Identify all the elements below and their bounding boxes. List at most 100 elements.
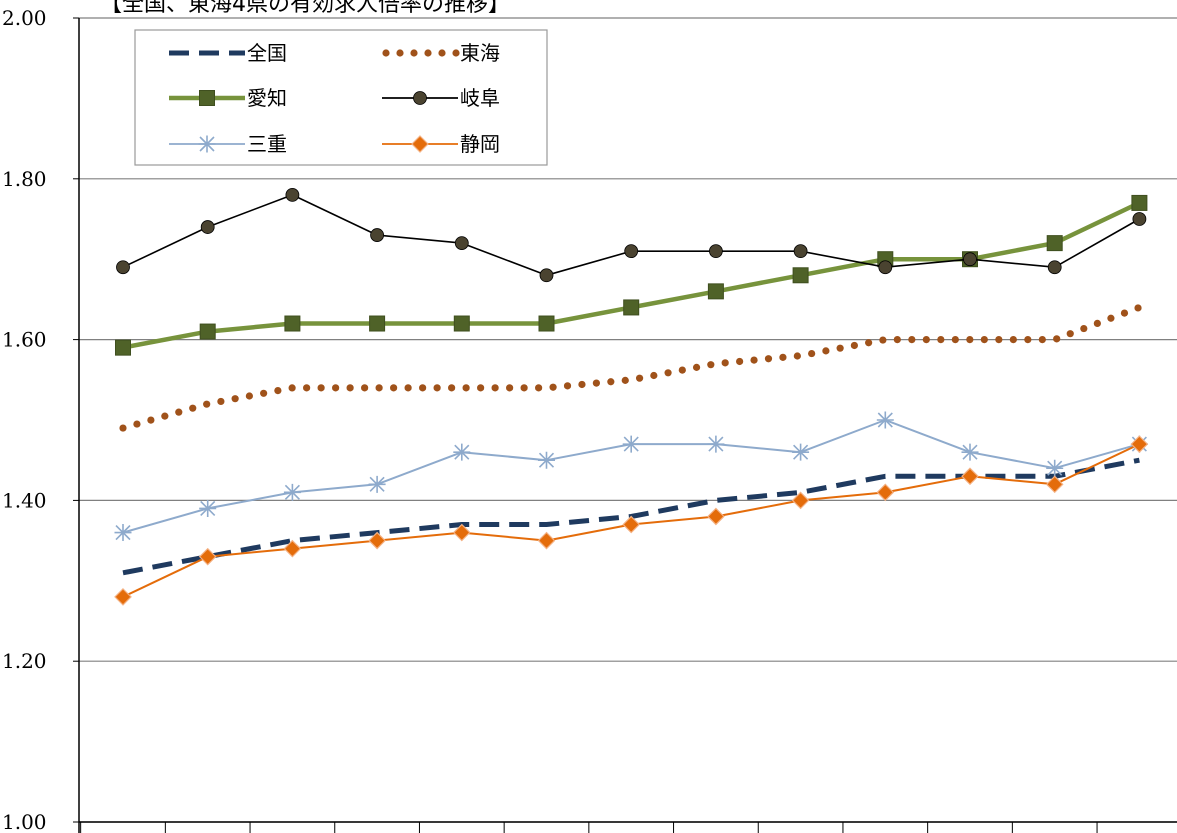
series-dot: [375, 384, 383, 392]
data-point: [791, 491, 810, 510]
series-dot: [203, 400, 211, 408]
series-line: [122, 200, 1141, 350]
data-point: [707, 507, 725, 526]
data-point: [368, 475, 386, 493]
data-point: [453, 315, 470, 332]
series-dot: [1053, 335, 1061, 343]
series-dot: [850, 341, 858, 350]
data-point: [199, 499, 217, 517]
data-point: [1046, 459, 1064, 477]
data-point: [453, 443, 471, 461]
series-dot: [462, 384, 470, 392]
series-東海: [119, 304, 1142, 432]
legend-label: 静岡: [460, 132, 500, 156]
series-dot: [1120, 309, 1129, 317]
series-dot: [736, 357, 744, 366]
data-point: [1046, 235, 1063, 252]
data-point: [537, 531, 556, 550]
data-point: [1132, 212, 1147, 226]
series-dot: [793, 352, 801, 360]
legend-item: 岐阜: [382, 86, 500, 110]
data-point: [622, 515, 641, 534]
series-dot: [549, 383, 557, 391]
series-dot: [893, 336, 901, 344]
series-dot: [578, 380, 586, 389]
data-point: [538, 315, 555, 332]
series-dot: [951, 336, 959, 344]
series-dot: [520, 384, 528, 392]
data-point: [878, 260, 893, 275]
series-dot: [1134, 304, 1142, 312]
series-dot: [506, 384, 514, 392]
legend-marker: [411, 135, 429, 153]
legend-swatch: [424, 49, 432, 57]
y-tick-label: 1.00: [2, 810, 47, 833]
y-tick-label: 1.40: [2, 488, 47, 512]
series-dot: [966, 336, 974, 344]
series-dot: [563, 382, 572, 390]
data-point: [198, 547, 217, 566]
legend-label: 愛知: [247, 86, 287, 110]
data-point: [115, 339, 131, 356]
data-point: [963, 252, 977, 267]
series-dot: [692, 363, 701, 371]
series-dot: [1093, 319, 1101, 328]
legend-item: 静岡: [382, 132, 500, 156]
legend-item: 全国: [169, 41, 287, 65]
series-dot: [390, 384, 398, 392]
legend-label: 東海: [460, 41, 500, 65]
data-point: [876, 483, 895, 502]
data-point: [1130, 435, 1149, 453]
series-dot: [1080, 324, 1088, 333]
series-dot: [764, 355, 773, 363]
series-三重: [114, 411, 1148, 542]
series-静岡: [114, 435, 1149, 606]
series-dot: [779, 353, 787, 361]
series-dot: [346, 384, 354, 392]
series-dot: [650, 371, 658, 380]
data-point: [622, 435, 640, 453]
series-dot: [750, 356, 758, 364]
legend-marker: [413, 91, 427, 105]
series-dot: [448, 384, 456, 392]
series-dot: [245, 392, 253, 400]
data-point: [876, 411, 894, 429]
series-dot: [922, 336, 930, 344]
data-point: [793, 244, 808, 259]
legend-label: 三重: [247, 132, 287, 156]
series-dot: [822, 347, 830, 355]
legend-swatch: [438, 49, 446, 57]
data-point: [370, 228, 385, 242]
series-dot: [303, 384, 311, 392]
series-dot: [317, 384, 325, 392]
series-dot: [535, 384, 543, 392]
data-point: [961, 443, 979, 461]
data-point: [792, 267, 809, 284]
series-dot: [707, 361, 715, 369]
data-point: [200, 220, 215, 234]
data-point: [1045, 475, 1064, 494]
axes: [73, 17, 1177, 833]
data-point: [539, 268, 554, 283]
y-tick-label: 1.80: [2, 167, 47, 191]
series-dot: [607, 378, 615, 386]
series-dot: [635, 374, 644, 382]
series-dot: [274, 386, 282, 395]
legend-item: 三重: [169, 132, 287, 156]
series-dot: [361, 384, 369, 392]
legend-item: 東海: [382, 41, 500, 65]
legend-item: 愛知: [169, 86, 287, 110]
series-dot: [161, 412, 169, 420]
series-dot: [133, 420, 141, 428]
series-dot: [879, 336, 887, 344]
data-point: [709, 244, 723, 259]
series-dot: [288, 384, 296, 392]
series-dot: [621, 376, 629, 384]
series-愛知: [115, 194, 1148, 356]
series-dot: [175, 408, 183, 416]
data-point: [623, 299, 640, 316]
data-point: [199, 323, 216, 340]
series-dot: [980, 336, 988, 344]
data-point: [114, 588, 132, 606]
